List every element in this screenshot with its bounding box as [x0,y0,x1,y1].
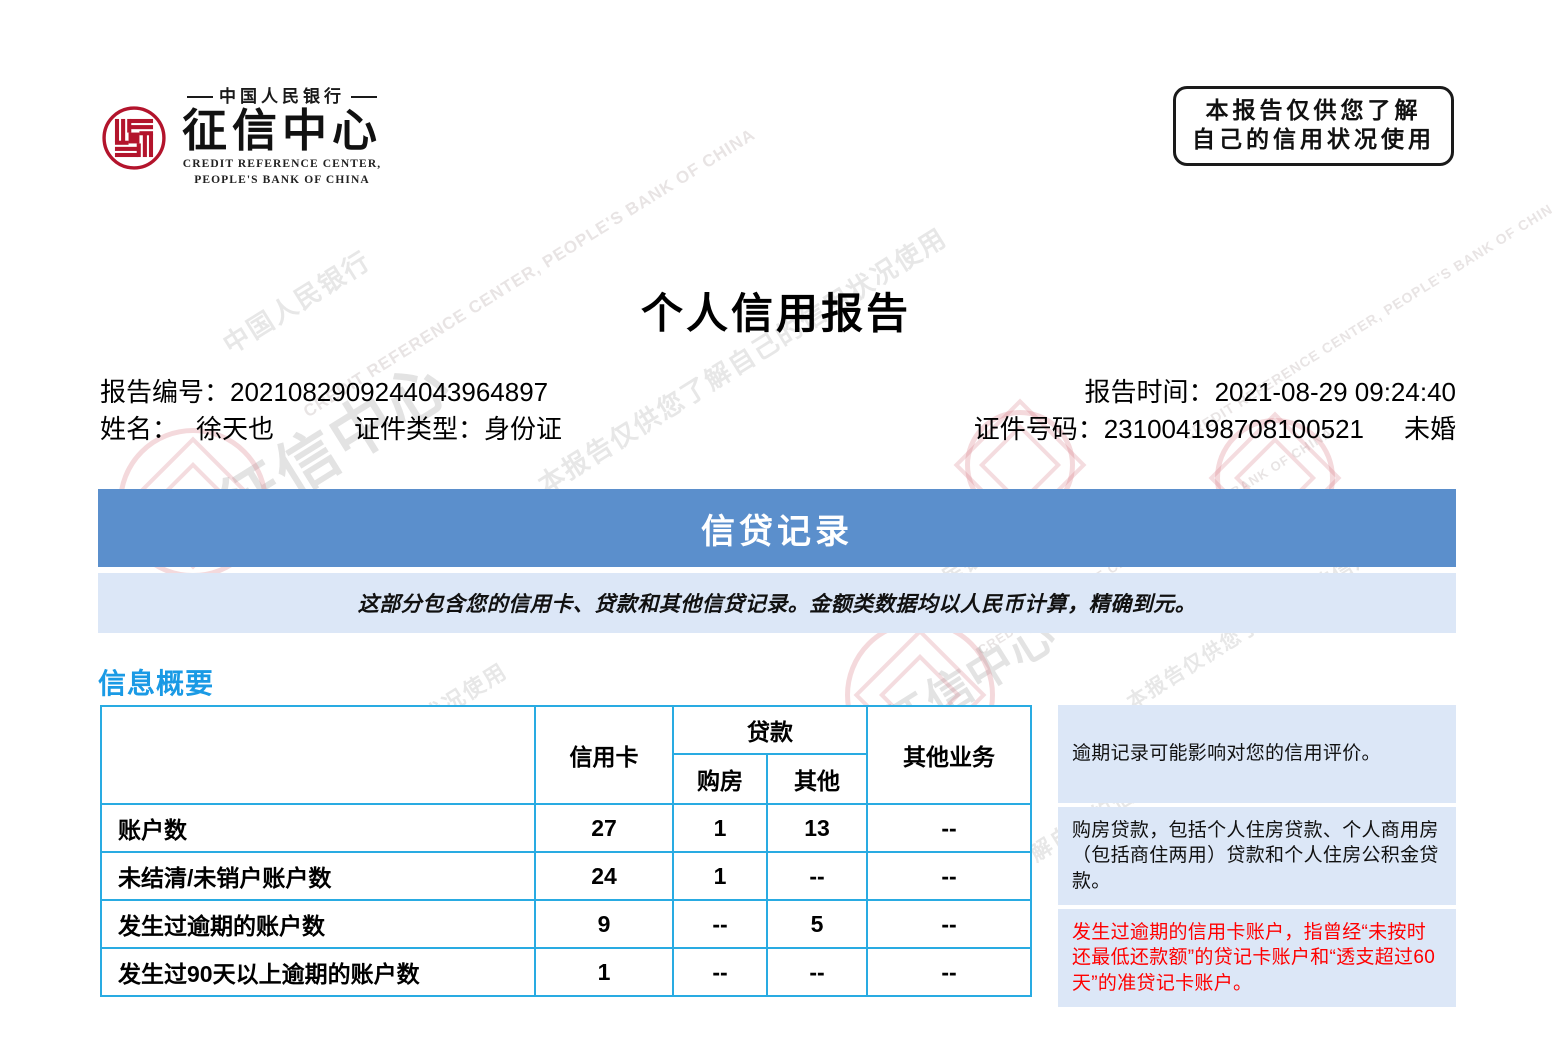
letterhead-english-line1: CREDIT REFERENCE CENTER, [182,158,382,170]
side-notes-panel: 逾期记录可能影响对您的信用评价。 购房贷款，包括个人住房贷款、个人商用房（包括商… [1058,705,1456,1007]
side-note-housing-loan-definition: 购房贷款，包括个人住房贷款、个人商用房（包括商住两用）贷款和个人住房公积金贷款。 [1058,807,1456,905]
cell-other-business: -- [866,899,1032,949]
subject-identity: 姓名： 徐天也 证件类型： 身份证 [100,411,562,448]
table-row: 发生过90天以上逾期的账户数 1 -- -- -- [100,947,1032,997]
report-number: 报告编号： 2021082909244043964897 [100,374,548,411]
id-number-label: 证件号码： [973,413,1104,444]
cell-loan-house: 1 [672,803,768,853]
header-loan-group: 贷款 [672,705,868,755]
cell-other-business: -- [866,851,1032,901]
subject-id-number: 证件号码： 231004198708100521 未婚 [974,411,1456,448]
report-number-value: 2021082909244043964897 [230,377,549,407]
section-description: 这部分包含您的信用卡、贷款和其他信贷记录。金额类数据均以人民币计算，精确到元。 [98,573,1456,633]
report-time: 报告时间： 2021-08-29 09:24:40 [1085,374,1456,411]
summary-table-body: 账户数 27 1 13 -- 未结清/未销户账户数 24 1 -- -- 发生过… [100,803,1032,997]
row-label-unsettled-accounts: 未结清/未销户账户数 [100,851,536,901]
notice-stamp: 本报告仅供您了解 自己的信用状况使用 [1173,86,1454,166]
cell-other-business: -- [866,947,1032,997]
name-label: 姓名： [100,413,179,444]
marital-status-value: 未婚 [1403,413,1456,444]
cell-credit-card: 1 [534,947,674,997]
cell-loan-other: -- [766,947,868,997]
subsection-heading-summary: 信息概要 [98,668,215,699]
cell-loan-house: -- [672,899,768,949]
report-number-label: 报告编号： [100,377,231,407]
report-time-value: 2021-08-29 09:24:40 [1214,377,1456,407]
pboc-emblem-icon [100,104,168,172]
header-other-business: 其他业务 [866,705,1032,805]
cell-loan-other: 5 [766,899,868,949]
header-blank-corner [100,705,536,805]
id-number-value: 231004198708100521 [1103,413,1364,444]
letterhead-text: 中国人民银行 征信中心 CREDIT REFERENCE CENTER, PEO… [182,88,382,188]
cell-loan-other: -- [766,851,868,901]
header-credit-card: 信用卡 [534,705,674,805]
name-value: 徐天也 [196,413,275,444]
cell-loan-other: 13 [766,803,868,853]
meta-row-1: 报告编号： 2021082909244043964897 报告时间： 2021-… [100,374,1456,411]
table-row: 账户数 27 1 13 -- [100,803,1032,853]
summary-table-header-row-2: 购房 其他 [101,753,1031,805]
cell-loan-house: -- [672,947,768,997]
report-time-label: 报告时间： [1084,377,1215,407]
row-label-overdue-90days-accounts: 发生过90天以上逾期的账户数 [100,947,536,997]
section-banner-credit-records: 信贷记录 [98,489,1456,567]
report-meta: 报告编号： 2021082909244043964897 报告时间： 2021-… [100,374,1456,448]
page-title: 个人信用报告 [640,290,911,337]
header-loan-house: 购房 [672,753,768,805]
cell-other-business: -- [866,803,1032,853]
letterhead-title: 征信中心 [182,106,383,156]
letterhead: 中国人民银行 征信中心 CREDIT REFERENCE CENTER, PEO… [100,88,382,188]
header-loan-other: 其他 [766,753,868,805]
letterhead-rule-right [351,95,377,98]
cell-credit-card: 27 [534,803,674,853]
side-note-overdue-impact: 逾期记录可能影响对您的信用评价。 [1058,705,1456,803]
summary-table: 信用卡 贷款 其他业务 购房 其他 账户数 27 1 13 -- 未结清/未销户… [100,705,1032,997]
meta-row-2: 姓名： 徐天也 证件类型： 身份证 证件号码： 2310041987081005… [100,411,1456,448]
table-row: 发生过逾期的账户数 9 -- 5 -- [100,899,1032,949]
id-type-label: 证件类型： [354,413,485,444]
notice-stamp-line2: 自己的信用状况使用 [1192,125,1435,152]
id-type-value: 身份证 [484,413,563,444]
letterhead-subtitle-text: 中国人民银行 [219,87,345,106]
cell-loan-house: 1 [672,851,768,901]
letterhead-subtitle: 中国人民银行 [187,88,377,105]
summary-table-head: 信用卡 贷款 其他业务 购房 其他 [100,705,1032,805]
letterhead-english-line2: PEOPLE'S BANK OF CHINA [194,173,370,186]
letterhead-rule-left [187,95,213,98]
notice-stamp-line1: 本报告仅供您了解 [1205,97,1422,123]
cell-credit-card: 9 [534,899,674,949]
row-label-account-count: 账户数 [100,803,536,853]
letterhead-english: CREDIT REFERENCE CENTER, PEOPLE'S BANK O… [183,157,381,188]
cell-credit-card: 24 [534,851,674,901]
table-row: 未结清/未销户账户数 24 1 -- -- [100,851,1032,901]
side-note-overdue-card-definition: 发生过逾期的信用卡账户，指曾经“未按时还最低还款额”的贷记卡账户和“透支超过60… [1058,909,1456,1007]
summary-table-header-row-1: 信用卡 贷款 其他业务 [100,705,1032,805]
row-label-overdue-accounts: 发生过逾期的账户数 [100,899,536,949]
